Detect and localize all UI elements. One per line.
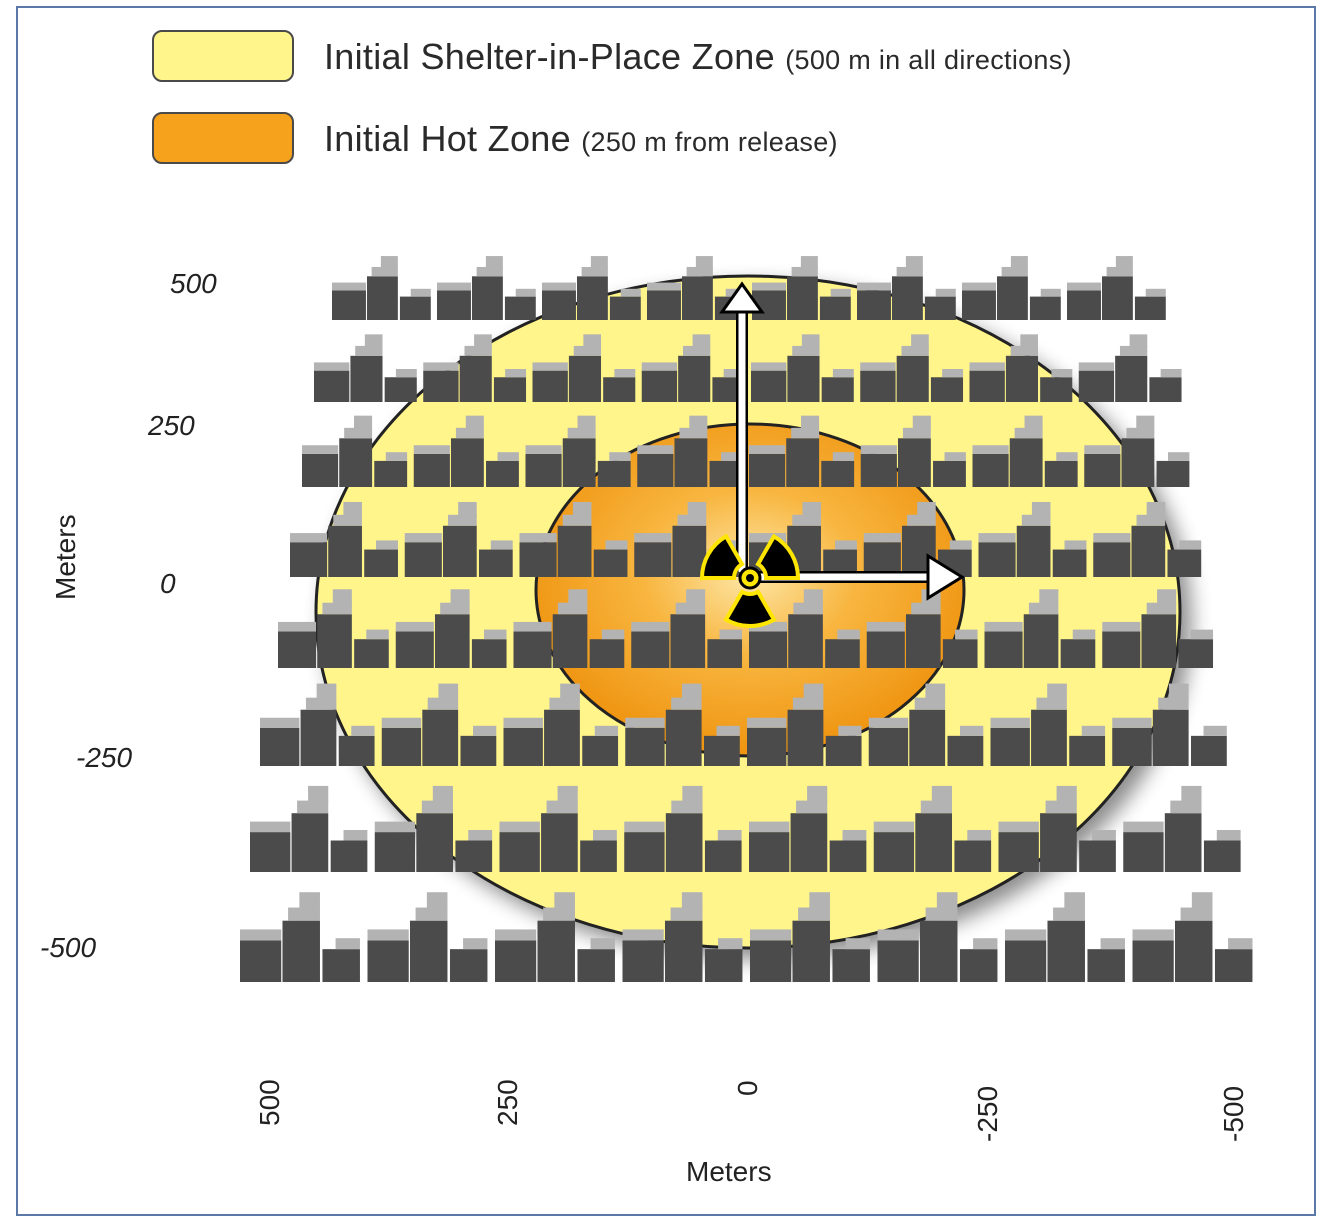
building-cluster-icon (395, 589, 507, 668)
building-cluster-icon (749, 589, 860, 668)
building-cluster-icon (1084, 415, 1190, 487)
building-cluster-icon (1078, 334, 1182, 402)
building-cluster-icon (1132, 892, 1253, 982)
building-cluster-icon (503, 683, 619, 766)
shelter-zone-swatch (152, 30, 294, 82)
building-cluster-icon (519, 501, 628, 577)
building-cluster-icon (302, 415, 408, 487)
building-cluster-icon (969, 334, 1073, 402)
hot-zone-legend: Initial Hot Zone (250 m from release) (324, 118, 838, 160)
building-cluster-icon (1123, 785, 1241, 872)
hot-zone-swatch (152, 112, 294, 164)
building-cluster-icon (250, 785, 368, 872)
building-cluster-icon (1112, 683, 1227, 766)
building-cluster-icon (499, 785, 617, 872)
building-cluster-icon (404, 501, 513, 577)
hot-zone-label: Initial Hot Zone (324, 118, 571, 159)
y-tick-neg250: -250 (76, 742, 133, 773)
building-cluster-icon (998, 785, 1116, 872)
building-cluster-icon (374, 785, 493, 872)
shelter-zone-legend: Initial Shelter-in-Place Zone (500 m in … (324, 36, 1072, 78)
building-cluster-icon (381, 683, 497, 766)
building-cluster-icon (278, 589, 389, 668)
building-cluster-icon (751, 334, 854, 402)
building-cluster-icon (622, 892, 743, 982)
building-cluster-icon (750, 892, 870, 982)
building-cluster-icon (1102, 589, 1214, 668)
shelter-zone-detail: (500 m in all directions) (785, 45, 1072, 75)
building-cluster-icon (857, 256, 956, 320)
y-tick-250: 250 (148, 410, 195, 441)
building-cluster-icon (1005, 892, 1125, 982)
x-tick-500: 500 (254, 1079, 285, 1126)
hot-zone-detail: (250 m from release) (581, 127, 838, 157)
building-cluster-icon (1093, 501, 1202, 577)
building-cluster-icon (513, 589, 625, 668)
building-cluster-icon (868, 683, 984, 766)
x-tick-0: 0 (732, 1080, 763, 1096)
radiation-trefoil-icon (699, 533, 801, 628)
building-cluster-icon (631, 589, 743, 668)
y-tick-0: 0 (160, 568, 176, 599)
building-cluster-icon (752, 256, 851, 320)
building-cluster-icon (260, 683, 375, 766)
x-axis-title: Meters (686, 1156, 772, 1187)
building-cluster-icon (495, 892, 615, 982)
shelter-zone-label: Initial Shelter-in-Place Zone (324, 36, 775, 77)
y-axis-title: Meters (50, 514, 81, 600)
building-cluster-icon (749, 785, 867, 872)
north-radius-arrow (719, 281, 765, 572)
building-cluster-icon (978, 501, 1087, 577)
building-cluster-icon (1067, 256, 1166, 320)
x-tick-neg250: -250 (972, 1085, 1003, 1142)
building-cluster-icon (873, 785, 992, 872)
x-tick-neg500: -500 (1218, 1085, 1249, 1142)
building-cluster-icon (860, 334, 964, 402)
building-cluster-icon (437, 256, 536, 320)
building-cluster-icon (972, 415, 1078, 487)
building-cluster-icon (625, 683, 740, 766)
building-grid (240, 256, 1253, 982)
building-cluster-icon (749, 415, 855, 487)
building-cluster-icon (332, 256, 431, 320)
trefoil-blade (755, 533, 801, 580)
building-cluster-icon (532, 334, 636, 402)
building-cluster-icon (423, 334, 527, 402)
building-cluster-icon (367, 892, 488, 982)
building-cluster-icon (413, 415, 519, 487)
trefoil-blade (723, 589, 777, 628)
building-cluster-icon (314, 334, 417, 402)
y-tick-neg500: -500 (40, 932, 97, 963)
y-tick-500: 500 (170, 268, 217, 299)
building-cluster-icon (866, 589, 978, 668)
building-cluster-icon (290, 501, 398, 577)
building-cluster-icon (990, 683, 1106, 766)
building-cluster-icon (525, 415, 631, 487)
building-cluster-icon (860, 415, 966, 487)
building-cluster-icon (877, 892, 998, 982)
building-cluster-icon (641, 334, 745, 402)
building-cluster-icon (624, 785, 742, 872)
building-cluster-icon (962, 256, 1061, 320)
building-cluster-icon (747, 683, 862, 766)
building-cluster-icon (542, 256, 641, 320)
x-tick-250: 250 (492, 1079, 523, 1126)
trefoil-blade (699, 533, 745, 580)
building-cluster-icon (984, 589, 1096, 668)
building-cluster-icon (240, 892, 360, 982)
